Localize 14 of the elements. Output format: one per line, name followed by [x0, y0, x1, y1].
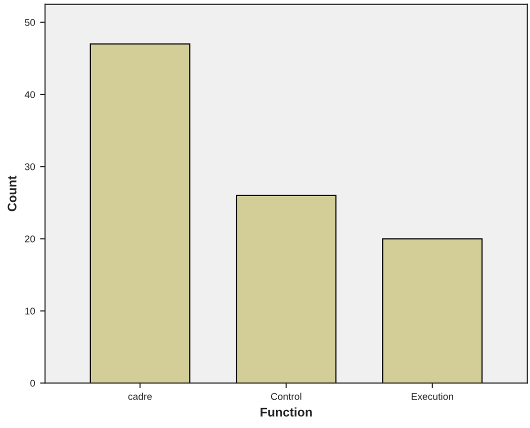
y-axis-title: Count [8, 176, 16, 212]
y-tick-label: 20 [25, 235, 35, 242]
x-axis-title: Function [260, 407, 312, 417]
y-tick-label: 10 [25, 308, 35, 315]
bar [236, 194, 336, 384]
bar [382, 238, 483, 384]
x-tick-label: Execution [412, 392, 454, 400]
x-tick-label: Control [271, 392, 302, 400]
y-tick-label: 50 [24, 19, 35, 26]
y-tick-label: 40 [24, 91, 35, 98]
y-tick-label: 0 [30, 380, 35, 387]
x-tick-label: cadre [128, 392, 152, 400]
bar [90, 43, 190, 384]
y-tick-label: 30 [24, 163, 35, 170]
